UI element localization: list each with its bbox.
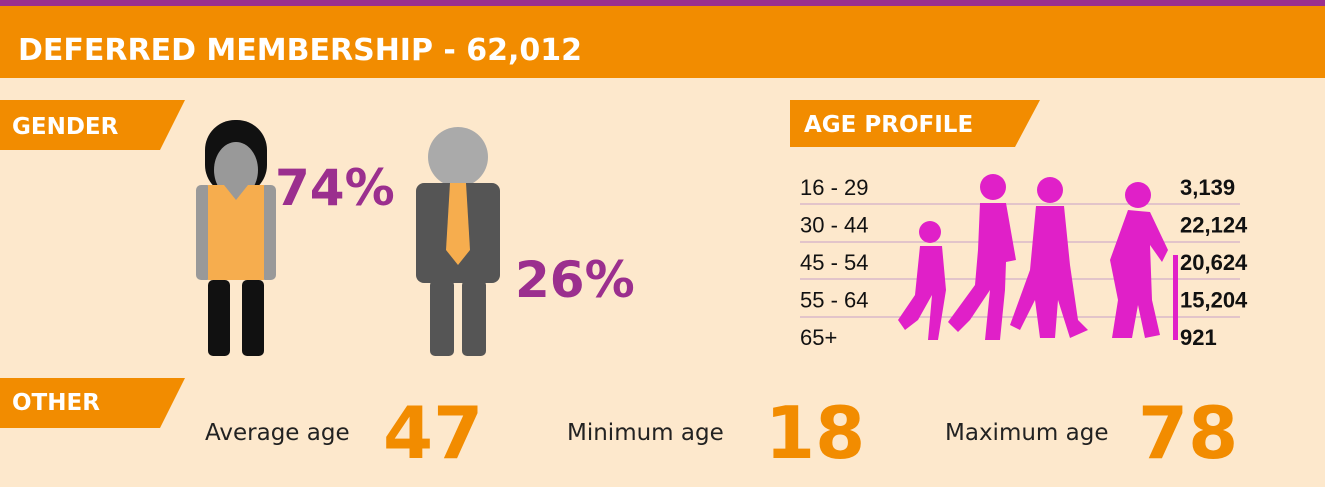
stat-label: Maximum age xyxy=(945,420,1108,446)
age-label: AGE PROFILE xyxy=(804,112,973,138)
age-count: 921 xyxy=(1180,325,1217,350)
gender-label: GENDER xyxy=(12,114,119,140)
stat-label: Minimum age xyxy=(567,420,724,446)
header-title: DEFERRED MEMBERSHIP - 62,012 xyxy=(18,33,582,68)
age-count: 15,204 xyxy=(1180,288,1248,313)
stat-label: Average age xyxy=(205,420,350,446)
age-count: 20,624 xyxy=(1180,250,1248,275)
age-range: 45 - 54 xyxy=(800,250,869,275)
stat-value: 18 xyxy=(765,391,865,475)
age-count: 22,124 xyxy=(1180,213,1248,238)
infographic: DEFERRED MEMBERSHIP - 62,012 GENDER 74% … xyxy=(0,0,1325,487)
age-range: 55 - 64 xyxy=(800,288,869,313)
other-label: OTHER xyxy=(12,390,100,416)
age-count: 3,139 xyxy=(1180,175,1235,200)
age-range: 30 - 44 xyxy=(800,213,869,238)
male-percent: 26% xyxy=(515,251,635,309)
stat-value: 47 xyxy=(383,391,483,475)
stat-value: 78 xyxy=(1138,391,1238,475)
age-range: 16 - 29 xyxy=(800,175,869,200)
top-stripe xyxy=(0,0,1325,6)
age-range: 65+ xyxy=(800,325,837,350)
female-percent: 74% xyxy=(275,159,395,217)
